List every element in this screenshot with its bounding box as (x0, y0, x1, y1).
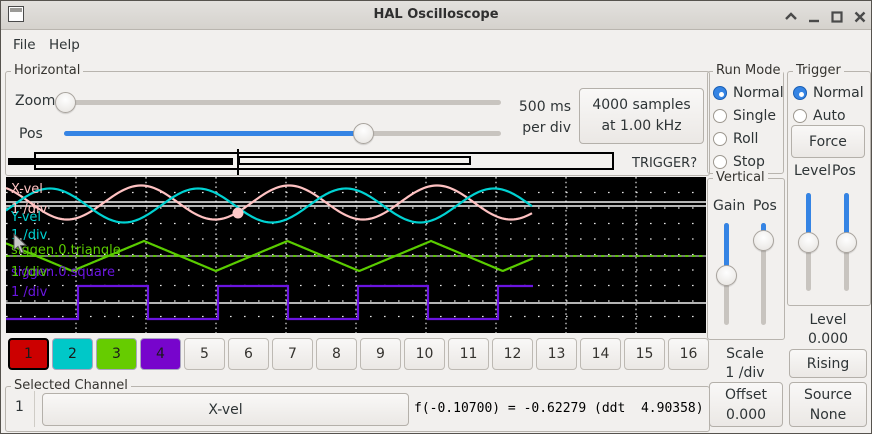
trigger-group: Trigger (787, 63, 871, 306)
menu-help[interactable]: Help (49, 37, 80, 53)
radio-icon[interactable] (713, 155, 727, 169)
radio-icon[interactable] (713, 86, 727, 100)
channel-button-9[interactable]: 9 (360, 338, 401, 370)
time-per-div-line2: per div (522, 120, 571, 136)
app-icon (8, 6, 24, 22)
trigger-pos-label: Pos (832, 163, 856, 179)
trigger-status-label: TRIGGER? (632, 156, 698, 171)
radio-icon[interactable] (793, 109, 807, 123)
channel-button-14[interactable]: 14 (580, 338, 621, 370)
trigger-level-label: Level (794, 163, 831, 179)
trigger-level-readout-value: 0.000 (807, 331, 849, 347)
selected-channel-number: 1 (15, 399, 24, 415)
shade-icon[interactable] (783, 9, 799, 25)
time-per-div-line1: 500 ms (518, 99, 571, 115)
radio-icon[interactable] (713, 109, 727, 123)
horizontal-pos-slider-fill (64, 131, 363, 136)
pos-label: Pos (19, 126, 43, 142)
channel-button-3[interactable]: 3 (96, 338, 137, 370)
run-mode-group: Run Mode (707, 63, 784, 174)
vertical-pos-slider-handle[interactable] (753, 230, 774, 251)
maximize-icon[interactable] (829, 9, 845, 25)
channel-button-4[interactable]: 4 (140, 338, 181, 370)
vertical-offset-button[interactable]: Offset 0.000 (709, 382, 783, 427)
channel-button-5[interactable]: 5 (184, 338, 225, 370)
titlebar[interactable]: HAL Oscilloscope (1, 1, 871, 30)
trigger-normal[interactable]: Normal (793, 85, 864, 101)
channel-button-7[interactable]: 7 (272, 338, 313, 370)
channel-button-2[interactable]: 2 (52, 338, 93, 370)
samples-button[interactable]: 4000 samples at 1.00 kHz (579, 88, 704, 144)
trigger-auto[interactable]: Auto (793, 108, 846, 124)
minimize-icon[interactable] (806, 9, 822, 25)
selected-channel-readout: f(-0.10700) = -0.62279 (ddt 4.90358) (414, 401, 704, 416)
zoom-label: Zoom (15, 93, 56, 109)
vertical-gain-slider-handle[interactable] (716, 265, 737, 286)
trigger-edge-button[interactable]: Rising (789, 349, 867, 378)
scope-label-ch4-name: siggen.0.square (11, 265, 115, 280)
horizontal-group: Horizontal (5, 63, 710, 176)
selected-channel-name-button[interactable]: X-vel (42, 393, 409, 426)
horizontal-zoom-slider-handle[interactable] (55, 92, 76, 113)
trigger-position-marker (237, 149, 239, 175)
menubar: File Help (1, 30, 871, 58)
menu-file[interactable]: File (13, 37, 36, 53)
vertical-gain-slider-fill (724, 223, 729, 276)
run-mode-single[interactable]: Single (713, 108, 776, 124)
selected-channel-group-title: Selected Channel (11, 378, 131, 393)
trigger-level-slider-fill (806, 193, 811, 243)
radio-icon[interactable] (713, 132, 727, 146)
scope-label-ch1-scale: 1 /div (11, 202, 48, 217)
run-mode-group-title: Run Mode (713, 63, 784, 78)
radio-icon[interactable] (793, 86, 807, 100)
horizontal-zoom-slider[interactable] (56, 100, 501, 105)
scope-label-ch4-scale: 1 /div (11, 285, 48, 300)
run-mode-roll[interactable]: Roll (713, 131, 758, 147)
close-icon[interactable] (852, 9, 868, 25)
window-title: HAL Oscilloscope (373, 7, 499, 22)
record-filled-bar (8, 158, 233, 165)
channel-button-1[interactable]: 1 (8, 338, 49, 370)
trigger-pos-slider-fill (844, 193, 849, 243)
run-mode-normal[interactable]: Normal (713, 85, 784, 101)
vertical-pos-slider[interactable] (761, 223, 766, 325)
horizontal-group-title: Horizontal (11, 63, 84, 78)
trigger-group-title: Trigger (793, 63, 844, 78)
run-mode-stop[interactable]: Stop (713, 154, 765, 170)
channel-button-11[interactable]: 11 (448, 338, 489, 370)
scope-label-ch3-name: siggen.0.triangle (11, 243, 121, 258)
trigger-force-button[interactable]: Force (791, 125, 865, 158)
record-inner-window (238, 156, 471, 165)
selected-channel-group: Selected Channel (5, 378, 710, 432)
scope-display[interactable]: X-vel 1 /div Y-vel 1 /div siggen.0.triangle s… (5, 177, 706, 333)
channel-button-16[interactable]: 16 (668, 338, 709, 370)
horizontal-pos-slider-handle[interactable] (353, 123, 374, 144)
channel-button-10[interactable]: 10 (404, 338, 445, 370)
scope-label-ch3-scale: 1 /div (11, 265, 48, 280)
vertical-scale-label: Scale (726, 346, 764, 362)
channel-button-12[interactable]: 12 (492, 338, 533, 370)
vertical-scale-value: 1 /div (725, 365, 765, 381)
scope-label-ch1-name: X-vel (11, 182, 43, 197)
trigger-pos-slider-handle[interactable] (836, 232, 857, 253)
selected-channel-separator (34, 391, 35, 427)
channel-button-13[interactable]: 13 (536, 338, 577, 370)
trigger-level-readout-label: Level (809, 312, 847, 328)
vertical-group-title: Vertical (713, 170, 768, 185)
mouse-cursor-icon (13, 233, 28, 254)
channel-button-15[interactable]: 15 (624, 338, 665, 370)
scope-label-ch2-name: Y-vel (11, 210, 42, 225)
channel-button-6[interactable]: 6 (228, 338, 269, 370)
vertical-pos-label: Pos (753, 198, 777, 214)
vertical-gain-label: Gain (713, 198, 746, 214)
trigger-level-slider-handle[interactable] (798, 232, 819, 253)
vertical-group: Vertical (707, 170, 785, 340)
channel-button-8[interactable]: 8 (316, 338, 357, 370)
scope-waveform-canvas (5, 177, 706, 333)
trigger-source-button[interactable]: Source None (789, 382, 867, 427)
